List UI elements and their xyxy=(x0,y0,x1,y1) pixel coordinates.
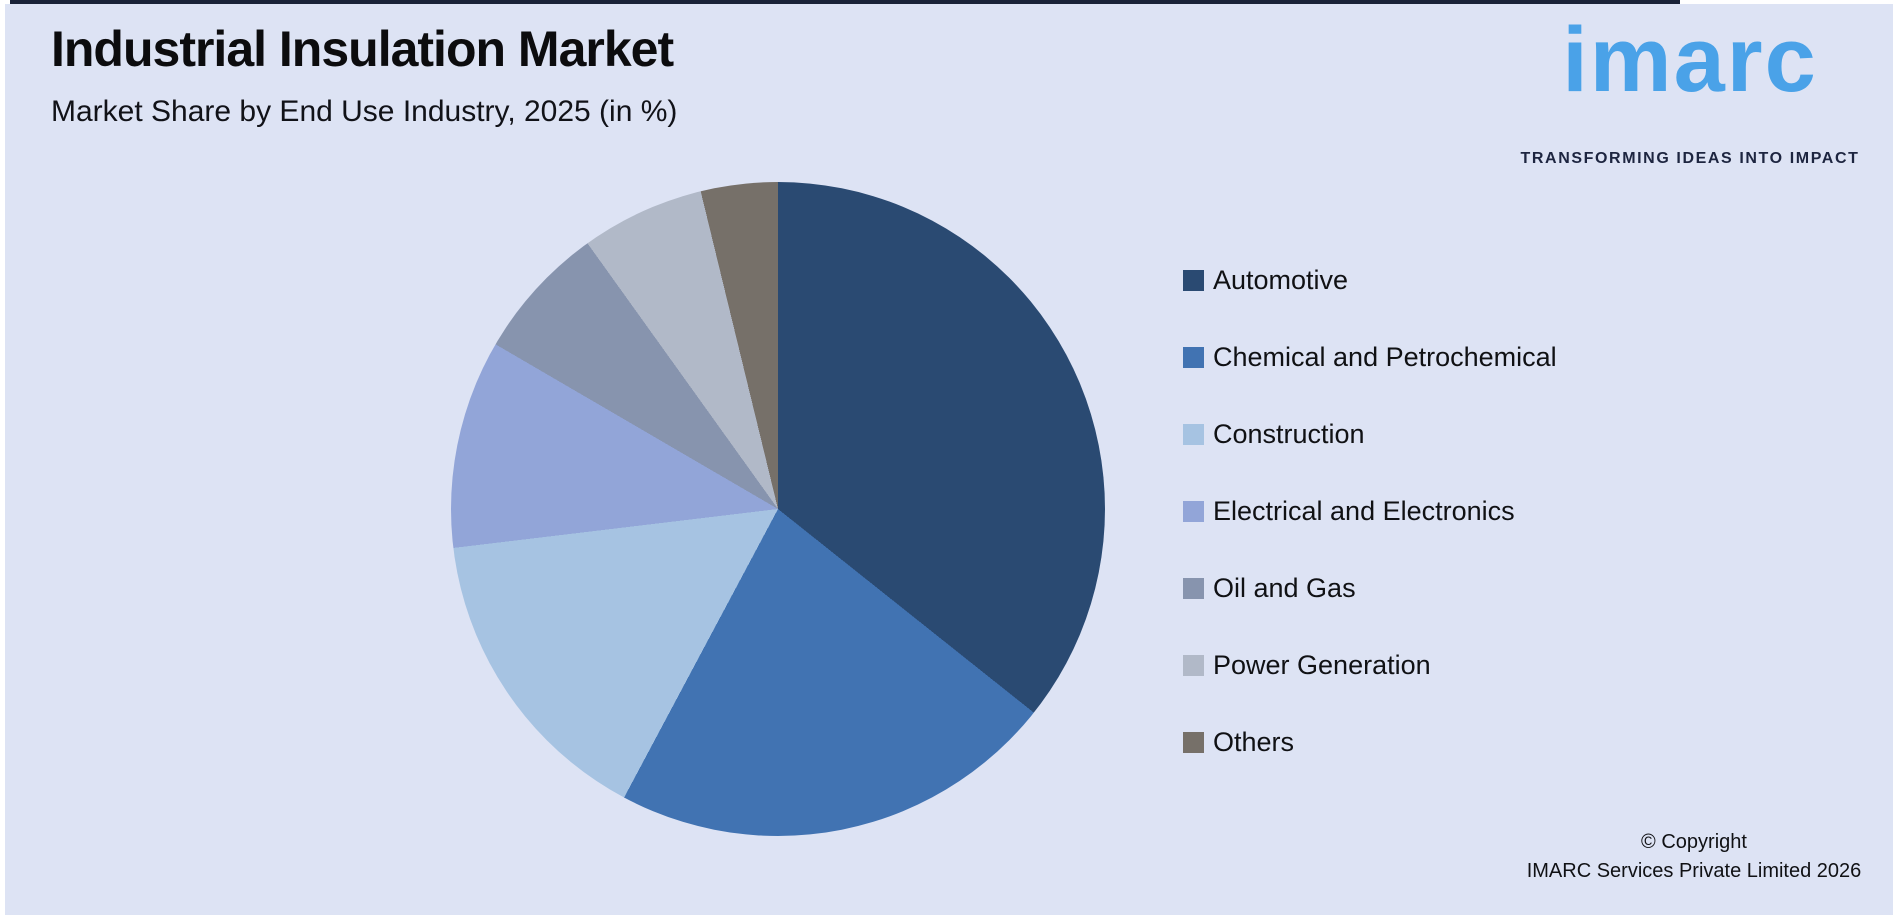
legend-item: Construction xyxy=(1183,419,1557,449)
legend-label: Electrical and Electronics xyxy=(1213,496,1515,526)
copyright-line1: © Copyright xyxy=(1641,831,1747,853)
imarc-logo: imarc TRANSFORMING IDEAS INTO IMPACT xyxy=(1500,8,1880,180)
legend-item: Chemical and Petrochemical xyxy=(1183,342,1557,372)
legend-label: Construction xyxy=(1213,419,1365,449)
legend-item: Others xyxy=(1183,727,1557,757)
legend-item: Automotive xyxy=(1183,265,1557,295)
legend-swatch-icon xyxy=(1183,501,1204,522)
legend-label: Chemical and Petrochemical xyxy=(1213,342,1557,372)
legend-swatch-icon xyxy=(1183,655,1204,676)
legend-label: Others xyxy=(1213,727,1295,757)
legend-item: Power Generation xyxy=(1183,650,1557,680)
imarc-logo-wordmark: imarc xyxy=(1562,9,1818,111)
imarc-logo-tagline: TRANSFORMING IDEAS INTO IMPACT xyxy=(1520,150,1860,167)
legend-swatch-icon xyxy=(1183,270,1204,291)
legend-swatch-icon xyxy=(1183,578,1204,599)
legend-label: Oil and Gas xyxy=(1213,573,1356,603)
legend-swatch-icon xyxy=(1183,424,1204,445)
legend-swatch-icon xyxy=(1183,347,1204,368)
legend-swatch-icon xyxy=(1183,732,1204,753)
legend: Automotive Chemical and Petrochemical Cons… xyxy=(1183,265,1557,757)
copyright-line2: IMARC Services Private Limited 2026 xyxy=(1526,860,1862,882)
top-border-line xyxy=(10,0,1680,4)
legend-label: Power Generation xyxy=(1213,650,1431,680)
chart-subtitle: Market Share by End Use Industry, 2025 (… xyxy=(51,95,678,128)
pie-chart xyxy=(451,182,1105,836)
copyright-notice: © Copyright IMARC Services Private Limit… xyxy=(1514,828,1874,886)
legend-item: Oil and Gas xyxy=(1183,573,1557,603)
legend-label: Automotive xyxy=(1213,265,1349,295)
page-title: Industrial Insulation Market xyxy=(51,21,674,77)
legend-item: Electrical and Electronics xyxy=(1183,496,1557,526)
